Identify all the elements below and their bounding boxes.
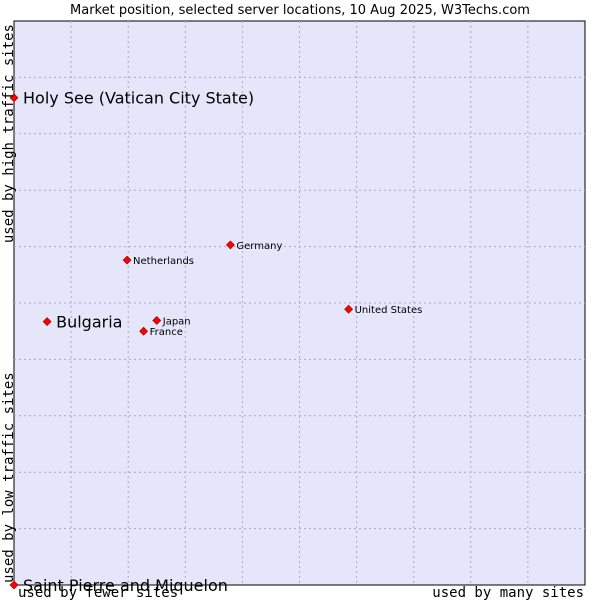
chart-title: Market position, selected server locatio… [70,3,530,18]
data-label-france: France [150,327,183,338]
data-label-germany: Germany [236,241,282,252]
data-point-holy-see-vatican-city-state [9,93,19,103]
x-axis-label-right: used by many sites [432,585,584,600]
data-point-germany [225,240,235,250]
data-point-japan [152,316,162,325]
gridlines [14,21,585,585]
data-label-netherlands: Netherlands [133,256,194,267]
data-label-saint-pierre-and-miquelon: Saint Pierre and Miquelon [23,576,228,595]
y-axis-label-top: used by high traffic sites [1,24,17,243]
data-label-japan: Japan [162,316,191,327]
data-point-saint-pierre-and-miquelon [9,580,19,590]
data-label-holy-see-vatican-city-state: Holy See (Vatican City State) [23,89,254,108]
data-point-united-states [344,304,354,314]
data-label-bulgaria: Bulgaria [56,313,122,332]
data-point-france [139,326,149,336]
y-axis-label-bottom: used by low traffic sites [1,372,17,583]
x-axis-label-left: used by fewer sites [18,585,178,600]
data-points: Holy See (Vatican City State) Germany Neth… [9,89,423,595]
data-point-netherlands [122,255,132,265]
data-point-bulgaria [42,317,52,327]
data-label-united-states: United States [355,305,423,316]
